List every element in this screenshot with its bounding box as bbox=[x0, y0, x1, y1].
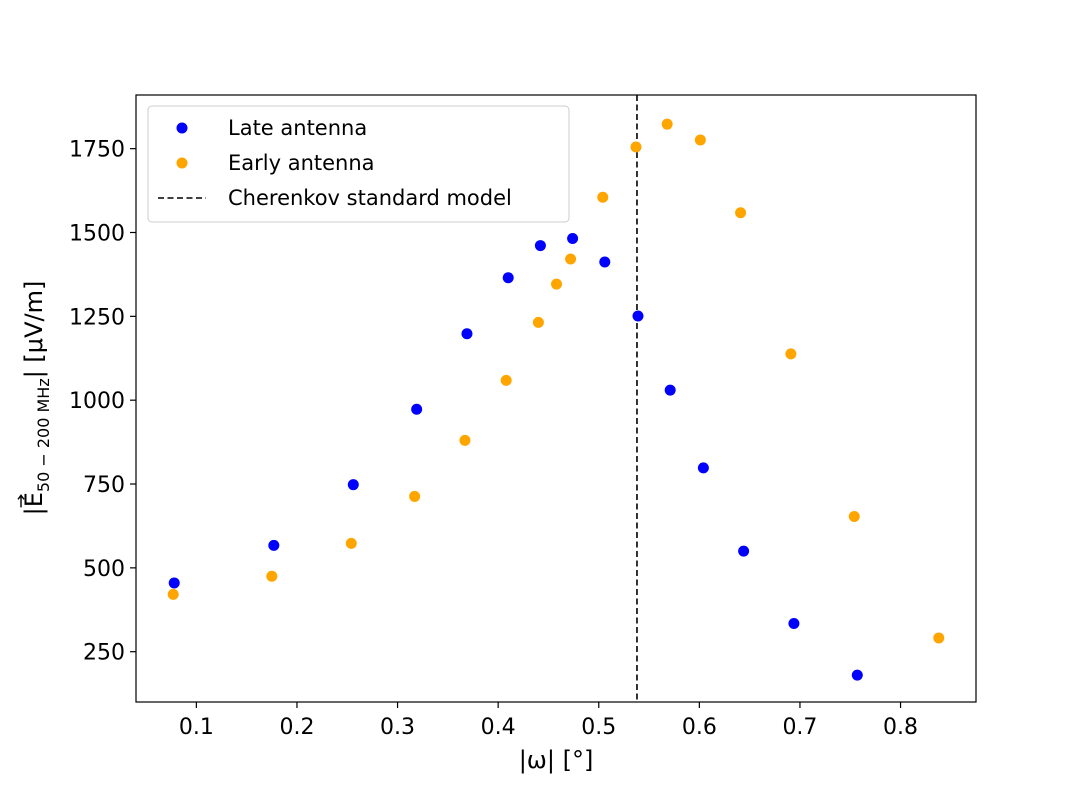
plot-area bbox=[167, 95, 945, 702]
late-antenna-point bbox=[168, 577, 180, 589]
early-antenna-point bbox=[661, 118, 673, 130]
early-antenna-point bbox=[694, 134, 706, 146]
early-antenna-point bbox=[565, 253, 577, 265]
y-tick-label: 500 bbox=[83, 557, 125, 582]
early-antenna-point bbox=[785, 348, 797, 360]
late-antenna-point bbox=[697, 462, 709, 474]
early-antenna-point bbox=[345, 537, 357, 549]
late-antenna-point bbox=[632, 310, 644, 322]
late-antenna-point bbox=[347, 479, 359, 491]
late-antenna-point bbox=[664, 384, 676, 396]
x-axis: 0.1 0.2 0.3 0.4 0.5 0.6 0.7 0.8 bbox=[179, 702, 918, 740]
late-antenna-point bbox=[567, 233, 579, 245]
x-tick-label: 0.3 bbox=[380, 715, 415, 740]
axes-frame bbox=[135, 94, 977, 703]
early-antenna-point bbox=[848, 511, 860, 523]
legend-marker-late bbox=[176, 122, 188, 134]
early-antenna-point bbox=[551, 278, 563, 290]
y-axis-label-tail: | [μV/m] bbox=[20, 281, 48, 379]
early-antenna-point bbox=[735, 207, 747, 219]
early-antenna-point bbox=[532, 316, 544, 328]
early-antenna-point bbox=[167, 588, 179, 600]
y-tick-label: 1750 bbox=[69, 138, 125, 163]
x-tick-label: 0.8 bbox=[883, 715, 918, 740]
legend-label-late: Late antenna bbox=[228, 116, 367, 140]
x-tick-label: 0.5 bbox=[581, 715, 616, 740]
early-antenna-point bbox=[933, 632, 945, 644]
early-antenna-point bbox=[500, 374, 512, 386]
x-tick-label: 0.4 bbox=[481, 715, 516, 740]
late-antenna-point bbox=[461, 328, 473, 340]
y-tick-label: 1500 bbox=[69, 221, 125, 246]
y-axis: 250 500 750 1000 1250 1500 1750 bbox=[69, 138, 136, 666]
y-tick-label: 1250 bbox=[69, 305, 125, 330]
svg-text:|E50 − 200 MHz| [μV/m]: |E50 − 200 MHz| [μV/m] bbox=[20, 281, 53, 516]
early-antenna-point bbox=[630, 141, 642, 153]
legend-label-early: Early antenna bbox=[228, 151, 375, 175]
legend-label-cherenkov: Cherenkov standard model bbox=[228, 186, 512, 210]
y-axis-label-main: |E bbox=[20, 492, 48, 515]
x-axis-label: |ω| [°] bbox=[519, 746, 594, 774]
x-tick-label: 0.1 bbox=[179, 715, 214, 740]
late-antenna-point bbox=[502, 272, 514, 284]
vector-arrow-icon bbox=[17, 494, 25, 508]
late-antenna-point bbox=[788, 618, 800, 630]
early-antenna-point bbox=[597, 191, 609, 203]
x-tick-label: 0.2 bbox=[279, 715, 314, 740]
x-tick-label: 0.7 bbox=[782, 715, 817, 740]
late-antenna-point bbox=[599, 256, 611, 268]
early-antenna-point bbox=[266, 570, 278, 582]
x-tick-label: 0.6 bbox=[682, 715, 717, 740]
late-antenna-point bbox=[534, 240, 546, 252]
y-axis-label-sub: 50 − 200 MHz bbox=[34, 378, 53, 492]
early-antenna-point bbox=[459, 434, 471, 446]
late-antenna-point bbox=[851, 669, 863, 681]
late-antenna-point bbox=[411, 403, 423, 415]
early-antenna-point bbox=[409, 490, 421, 502]
y-axis-label: |E50 − 200 MHz| [μV/m] bbox=[17, 281, 53, 516]
legend-box bbox=[147, 105, 570, 223]
late-antenna-point bbox=[268, 539, 280, 551]
y-tick-label: 250 bbox=[83, 641, 125, 666]
late-antenna-point bbox=[738, 545, 750, 557]
y-tick-label: 750 bbox=[83, 473, 125, 498]
legend: Late antenna Early antenna Cherenkov sta… bbox=[147, 105, 570, 223]
y-tick-label: 1000 bbox=[69, 389, 125, 414]
legend-marker-early bbox=[176, 157, 188, 169]
